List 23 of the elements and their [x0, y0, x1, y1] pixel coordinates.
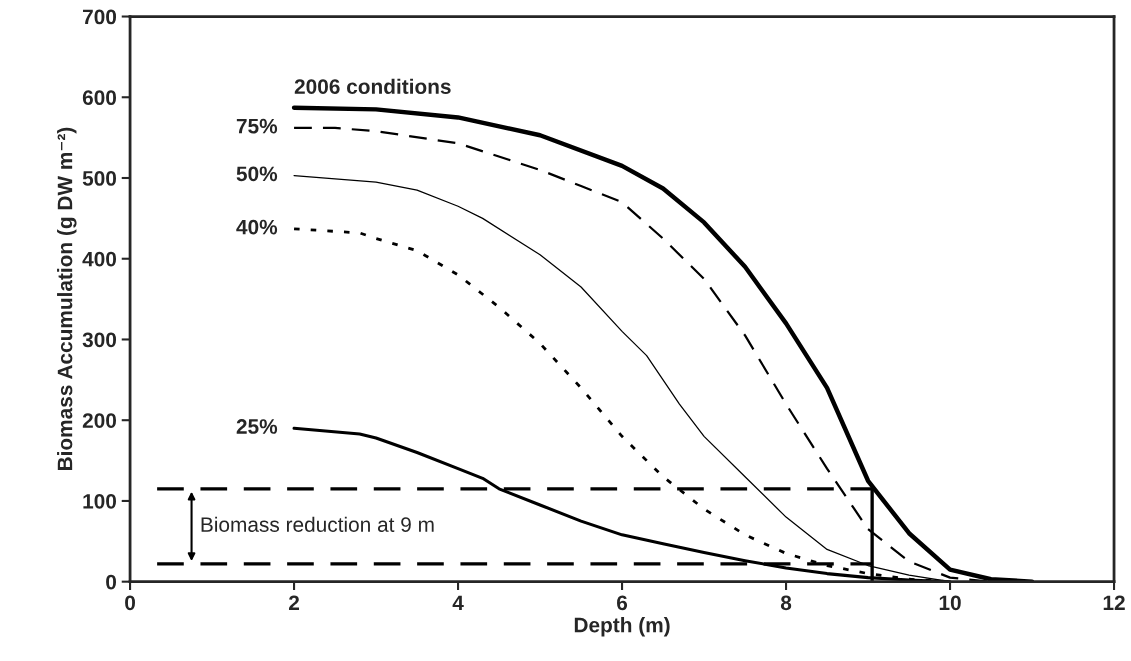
y-tick-label: 400 [82, 251, 117, 267]
y-tick-label: 200 [82, 413, 117, 428]
x-tick-label: 4 [452, 595, 464, 610]
y-tick-label: 100 [83, 493, 117, 509]
y-tick-label: 500 [82, 171, 117, 186]
x-tick-label: 10 [939, 595, 961, 611]
series-label: 2006 conditions [294, 78, 451, 94]
series-label: 40% [236, 219, 278, 235]
series-label: 75% [236, 118, 278, 134]
y-tick-label: 600 [82, 90, 117, 106]
series-label: 25% [236, 419, 278, 434]
x-tick-label: 0 [125, 595, 135, 611]
series-label: 50% [236, 166, 278, 182]
x-tick-label: 2 [288, 595, 300, 610]
x-tick-label: 8 [780, 595, 792, 611]
x-tick-label: 12 [1103, 595, 1125, 610]
y-tick-label: 700 [83, 9, 117, 25]
x-tick-label: 6 [617, 595, 628, 611]
x-axis-title: Depth (m) [574, 617, 670, 637]
annotation: Biomass reduction at 9 m [201, 516, 434, 532]
y-axis-title: Biomass Accumulation (g DW m⁻²) [57, 127, 77, 471]
y-tick-label: 0 [106, 574, 117, 590]
y-tick-label: 300 [82, 332, 117, 348]
